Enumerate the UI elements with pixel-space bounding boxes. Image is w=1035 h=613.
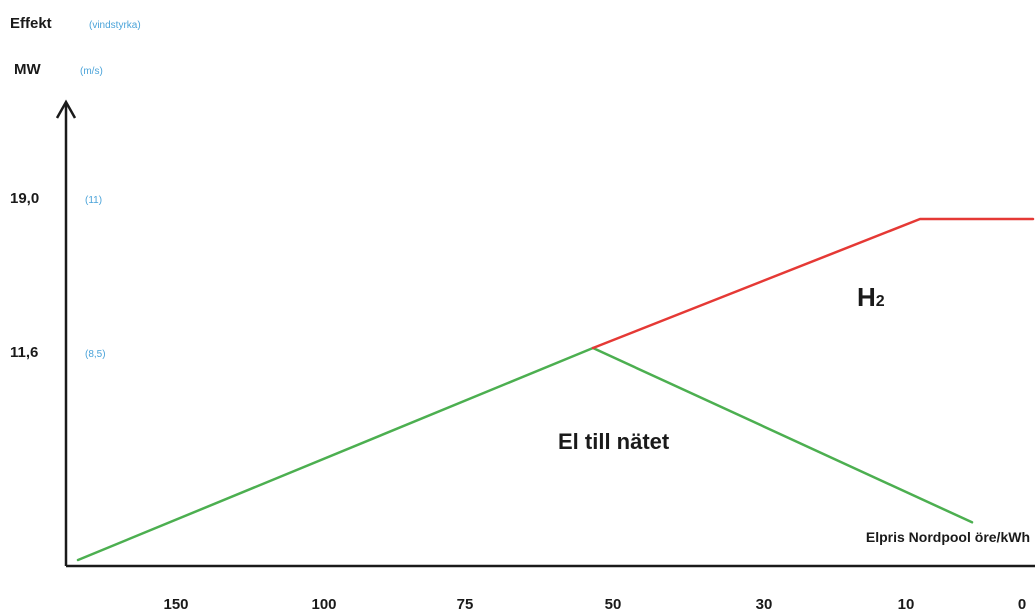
axes <box>55 99 1035 568</box>
x-tick-labels: 150 100 75 50 30 10 0 <box>163 596 1026 613</box>
annotation-h2-subscript: 2 <box>876 293 885 310</box>
annotation-grid: El till nätet <box>558 429 670 454</box>
y-tick-label-secondary: (8,5) <box>85 349 106 360</box>
y-axis-label-secondary: (vindstyrka) <box>89 20 141 31</box>
series-layer <box>76 217 1035 562</box>
y-tick-label: 11,6 <box>10 344 38 361</box>
y-axis-arrow <box>55 99 77 119</box>
y-axis-unit: MW <box>14 61 41 78</box>
x-tick-label: 100 <box>311 596 336 613</box>
x-axis-label: Elpris Nordpool öre/kWh <box>866 529 1030 545</box>
y-axis-unit-secondary: (m/s) <box>80 66 103 77</box>
series-line-green-fall <box>591 346 974 524</box>
x-tick-label: 150 <box>163 596 188 613</box>
series-line-red-h2 <box>591 217 1035 350</box>
x-tick-label: 30 <box>756 596 773 613</box>
x-tick-label: 0 <box>1018 596 1026 613</box>
y-tick-label: 19,0 <box>10 190 39 207</box>
annotation-h2-main: H <box>857 282 876 312</box>
x-tick-label: 75 <box>457 596 474 613</box>
series-line-green-rise <box>76 346 595 562</box>
y-tick-labels: 19,0 (11) 11,6 (8,5) <box>10 190 106 361</box>
y-axis-label: Effekt <box>10 15 52 32</box>
y-tick-label-secondary: (11) <box>85 195 102 206</box>
x-tick-label: 50 <box>605 596 622 613</box>
x-tick-label: 10 <box>898 596 915 613</box>
annotation-h2: H2 <box>857 282 885 312</box>
